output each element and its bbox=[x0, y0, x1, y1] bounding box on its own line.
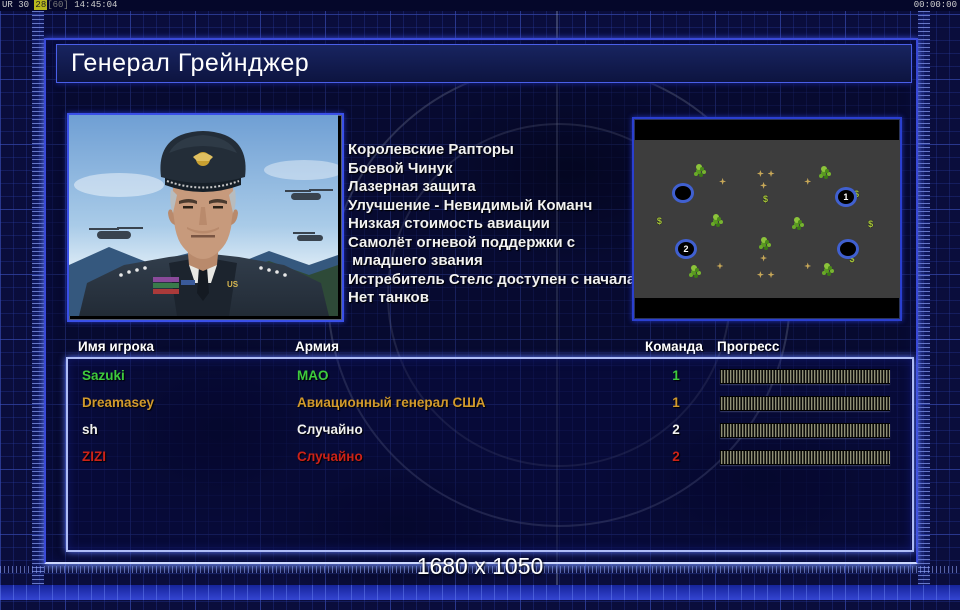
player-row: ZIZI Случайно 2 bbox=[68, 446, 912, 470]
column-header-player: Имя игрока bbox=[78, 339, 154, 354]
player-team: 1 bbox=[672, 368, 680, 383]
left-ruler bbox=[32, 11, 44, 600]
player-team: 1 bbox=[672, 395, 680, 410]
resolution-label: 1680 x 1050 bbox=[416, 553, 544, 579]
feature-line: Нет танков bbox=[348, 289, 429, 306]
players-panel: Sazuki MAO 1 Dreamasey Авиационный генерал С… bbox=[66, 357, 914, 552]
column-header-progress: Прогресс bbox=[717, 339, 780, 354]
player-army: Авиационный генерал США bbox=[297, 395, 486, 410]
debug-bar: UR 30 28[60] 14:45:04 00:00:00 bbox=[0, 0, 960, 11]
debug-label: UR 30 bbox=[2, 0, 30, 10]
supply-star-icon bbox=[760, 181, 768, 189]
svg-text:US: US bbox=[227, 280, 239, 289]
player-row: Sazuki MAO 1 bbox=[68, 365, 912, 389]
fps-counter: 28 bbox=[34, 0, 48, 10]
player-name: sh bbox=[82, 422, 98, 437]
feature-line: Истребитель Стелс доступен с начала bbox=[348, 270, 636, 288]
feature-line: младшего звания bbox=[348, 252, 483, 269]
feature-line: Боевой Чинук bbox=[348, 159, 453, 177]
player-progress-bar bbox=[720, 423, 890, 438]
supply-star-icon bbox=[804, 262, 812, 270]
column-header-army: Армия bbox=[295, 339, 339, 354]
supply-star-icon bbox=[719, 177, 727, 185]
supply-star-icon bbox=[716, 262, 724, 270]
start-position-marker: 2 bbox=[675, 239, 697, 260]
debug-clock: 14:45:04 bbox=[74, 0, 118, 10]
player-row: sh Случайно 2 bbox=[68, 419, 912, 443]
general-title: Генерал Грейнджер bbox=[71, 49, 310, 77]
player-name: Dreamasey bbox=[82, 395, 155, 410]
match-timer: 00:00:00 bbox=[913, 0, 957, 10]
money-icon: $ bbox=[763, 194, 769, 205]
tree-cluster-icon bbox=[761, 243, 766, 248]
tree-cluster-icon bbox=[824, 268, 829, 273]
start-position-marker: 1 bbox=[834, 187, 857, 208]
debug-left: UR 30 28[60] 14:45:04 bbox=[2, 0, 117, 11]
tree-cluster-icon bbox=[691, 271, 696, 276]
player-team: 2 bbox=[672, 422, 680, 437]
feature-line: Самолёт огневой поддержки с bbox=[348, 233, 576, 251]
title-bar: Генерал Грейнджер bbox=[56, 44, 912, 83]
feature-line: Улучшение - Невидимый Команч bbox=[348, 196, 593, 214]
minimap-field: $$$$$12 bbox=[634, 140, 900, 298]
supply-star-icon bbox=[804, 177, 812, 185]
general-portrait-image: US bbox=[69, 115, 338, 316]
supply-star-icon bbox=[767, 271, 775, 279]
start-position-marker bbox=[837, 239, 859, 260]
feature-line: Низкая стоимость авиации bbox=[348, 215, 550, 232]
supply-star-icon bbox=[756, 271, 764, 279]
money-icon: $ bbox=[849, 253, 855, 264]
player-army: Случайно bbox=[297, 449, 363, 464]
feature-line: Лазерная защита bbox=[348, 178, 476, 195]
general-portrait: US bbox=[67, 113, 344, 322]
start-position-marker bbox=[672, 182, 695, 203]
player-progress-bar bbox=[720, 396, 890, 411]
money-icon: $ bbox=[656, 216, 662, 227]
tree-cluster-icon bbox=[713, 219, 718, 224]
supply-star-icon bbox=[760, 254, 768, 262]
supply-star-icon bbox=[756, 170, 764, 178]
player-name: ZIZI bbox=[82, 449, 106, 464]
player-name: Sazuki bbox=[82, 368, 125, 383]
fps-cap: [60] bbox=[47, 0, 69, 10]
player-army: Случайно bbox=[297, 422, 363, 437]
feature-line: Королевские Рапторы bbox=[348, 141, 514, 158]
player-row: Dreamasey Авиационный генерал США 1 bbox=[68, 392, 912, 416]
player-progress-bar bbox=[720, 369, 890, 384]
right-ruler bbox=[918, 11, 930, 600]
tree-cluster-icon bbox=[822, 172, 827, 177]
column-header-team: Команда bbox=[645, 339, 703, 354]
tree-cluster-icon bbox=[697, 170, 702, 175]
general-features-list: Королевские Рапторы Боевой Чинук Лазерная … bbox=[348, 141, 640, 308]
bottom-band bbox=[0, 585, 960, 600]
money-icon: $ bbox=[868, 218, 874, 229]
supply-star-icon bbox=[767, 170, 775, 178]
player-team: 2 bbox=[672, 449, 680, 464]
radar-crosshair-line bbox=[556, 11, 558, 600]
player-progress-bar bbox=[720, 450, 890, 465]
player-army: MAO bbox=[297, 368, 329, 383]
tree-cluster-icon bbox=[794, 222, 799, 227]
minimap-panel: $$$$$12 bbox=[632, 117, 902, 321]
bottom-ruler bbox=[0, 566, 960, 573]
